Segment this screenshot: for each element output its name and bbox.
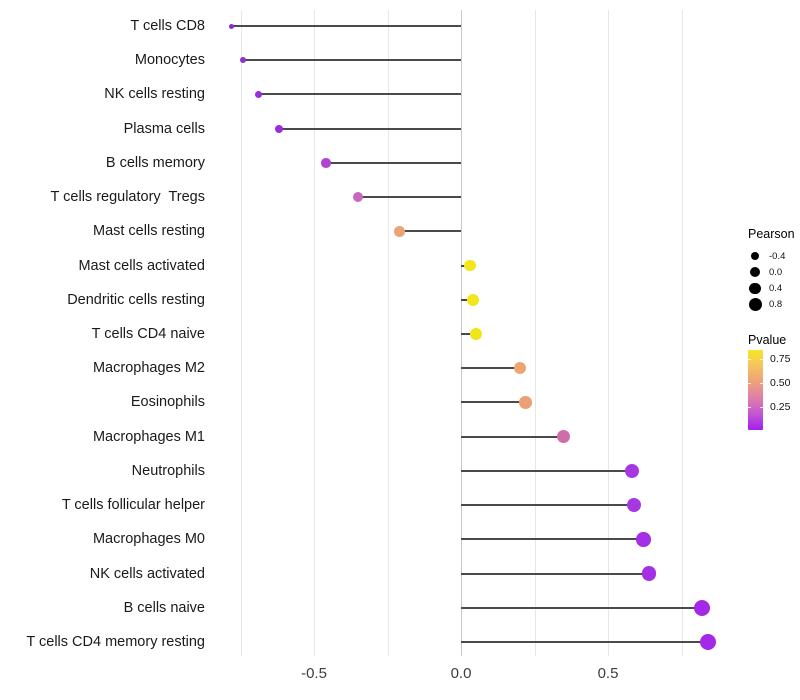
colorbar-tick-mark: [760, 359, 763, 360]
lollipop-stem: [461, 367, 520, 370]
lollipop-stem: [399, 230, 461, 233]
category-label: Macrophages M0: [92, 531, 205, 548]
lollipop-dot: [240, 57, 247, 64]
colorbar-tick-label: 0.50: [770, 377, 791, 389]
lollipop-stem: [461, 469, 632, 472]
x-tick-label: -0.5: [301, 665, 327, 682]
lollipop-dot: [519, 396, 532, 409]
legend-size-dot: [750, 267, 760, 278]
category-label: T cells follicular helper: [61, 497, 205, 514]
gridline: [240, 10, 242, 656]
colorbar-tick-mark: [748, 359, 751, 360]
legend-size-label: 0.8: [769, 299, 783, 311]
category-label: T cells CD4 naive: [91, 325, 205, 342]
category-label: Mast cells resting: [92, 223, 205, 240]
lollipop-stem: [243, 59, 461, 62]
category-label: B cells memory: [105, 154, 205, 171]
legend: Pearson -0.4 0.0 0.4 0.8 Pvalue 0.75 0.50 0.25: [744, 0, 800, 700]
lollipop-stem: [358, 196, 461, 199]
lollipop-stem: [461, 401, 526, 404]
lollipop-dot: [274, 124, 283, 133]
colorbar-tick-label: 0.25: [770, 401, 791, 413]
category-label: B cells naive: [123, 599, 205, 616]
category-label: T cells regulatory Tregs: [50, 189, 205, 206]
category-label: Eosinophils: [130, 394, 205, 411]
lollipop-stem: [258, 93, 461, 96]
gridline: [534, 10, 536, 656]
category-label: Mast cells activated: [78, 257, 205, 274]
legend-size-label: -0.4: [769, 250, 786, 262]
gridline: [387, 10, 389, 656]
colorbar-tick-mark: [748, 383, 751, 384]
x-tick-label: 0.0: [450, 665, 472, 682]
lollipop-dot: [641, 566, 657, 581]
lollipop-stem: [325, 161, 461, 164]
lollipop-dot: [254, 90, 262, 98]
legend-size-dot: [751, 252, 759, 260]
legend-size-dot: [749, 282, 761, 295]
colorbar-tick-mark: [748, 407, 751, 408]
legend-size-label: 0.4: [769, 283, 783, 295]
lollipop-dot: [466, 293, 479, 306]
lollipop-stem: [278, 127, 461, 130]
category-label: NK cells activated: [89, 565, 205, 582]
lollipop-dot: [352, 191, 364, 203]
gridline: [681, 10, 683, 656]
lollipop-stem: [231, 25, 461, 27]
gridline: [314, 10, 315, 656]
lollipop-dot: [394, 226, 405, 237]
category-label: Macrophages M1: [92, 428, 205, 445]
category-label: Neutrophils: [131, 462, 205, 479]
lollipop-stem: [461, 332, 476, 335]
lollipop-dot: [464, 259, 476, 272]
lollipop-stem: [461, 572, 650, 575]
lollipop-stem: [461, 640, 708, 643]
category-label: Dendritic cells resting: [67, 291, 205, 308]
lollipop-dot: [513, 361, 527, 375]
legend-pvalue-title: Pvalue: [748, 333, 787, 347]
lollipop-dot: [557, 430, 571, 444]
category-label: Plasma cells: [123, 120, 205, 137]
legend-size-label: 0.0: [769, 266, 783, 278]
legend-colorbar: [748, 350, 763, 430]
lollipop-dot: [636, 532, 651, 547]
lollipop-dot: [699, 633, 717, 651]
category-label: Monocytes: [134, 52, 205, 69]
gridline: [608, 10, 609, 656]
lollipop-dot: [229, 23, 235, 29]
colorbar-tick-label: 0.75: [770, 353, 791, 365]
lollipop-dot: [624, 463, 639, 478]
lollipop-dot: [627, 498, 642, 513]
lollipop-stem: [461, 504, 635, 507]
lollipop-stem: [461, 435, 564, 438]
category-label: Macrophages M2: [92, 360, 205, 377]
lollipop-stem: [461, 538, 644, 541]
colorbar-tick-mark: [760, 383, 763, 384]
lollipop-dot: [469, 327, 482, 340]
category-label: T cells CD8: [130, 18, 205, 34]
lollipop-dot: [321, 158, 331, 168]
legend-pearson-title: Pearson: [748, 227, 795, 241]
category-label: NK cells resting: [104, 86, 205, 103]
lollipop-stem: [461, 606, 703, 609]
colorbar-tick-mark: [760, 407, 763, 408]
lollipop-dot: [694, 599, 711, 616]
category-label: T cells CD4 memory resting: [26, 633, 205, 650]
legend-size-dot: [748, 298, 762, 312]
x-tick-label: 0.5: [597, 665, 619, 682]
